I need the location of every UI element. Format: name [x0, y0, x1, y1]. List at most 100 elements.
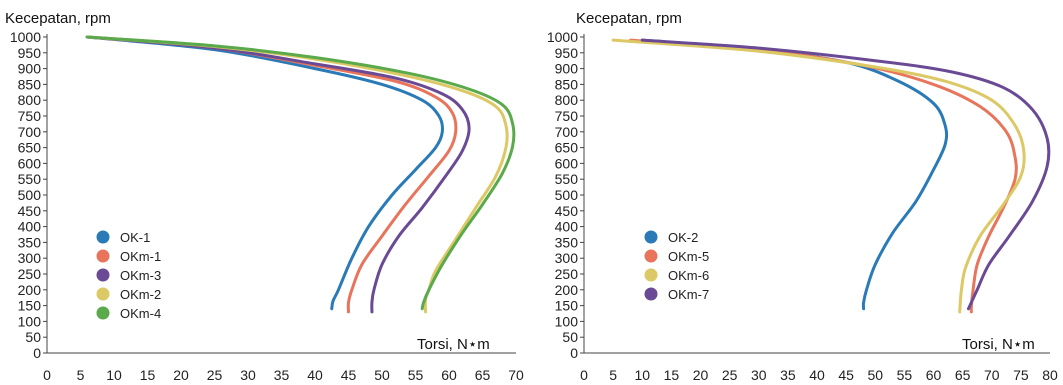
- y-tick-label: 400: [555, 219, 579, 235]
- series-line-okm-4: [85, 35, 516, 311]
- y-tick-label: 750: [555, 108, 579, 124]
- y-tick-label: 800: [555, 92, 579, 108]
- x-tick-label: 35: [274, 367, 290, 383]
- x-tick-label: 20: [693, 367, 709, 383]
- y-tick-label: 1000: [10, 29, 41, 45]
- legend-marker-okm-4: [96, 306, 110, 320]
- x-tick-label: 50: [374, 367, 390, 383]
- x-tick-label: 65: [475, 367, 491, 383]
- y-tick-label: 150: [18, 298, 42, 314]
- y-tick-label: 300: [18, 250, 42, 266]
- x-tick-label: 40: [307, 367, 323, 383]
- y-tick-label: 50: [562, 329, 578, 345]
- x-tick-label: 55: [897, 367, 913, 383]
- y-tick-label: 100: [555, 313, 579, 329]
- x-tick-label: 30: [751, 367, 767, 383]
- x-tick-label: 35: [780, 367, 796, 383]
- y-tick-label: 700: [555, 124, 579, 140]
- y-tick-label: 800: [18, 92, 42, 108]
- y-tick-label: 650: [18, 140, 42, 156]
- legend-marker-okm-1: [96, 249, 110, 263]
- y-tick-label: 900: [18, 61, 42, 77]
- x-tick-label: 75: [1013, 367, 1029, 383]
- y-tick-label: 150: [555, 298, 579, 314]
- y-tick-label: 600: [555, 155, 579, 171]
- series-line-okm-3: [85, 35, 471, 314]
- legend-marker-ok-2: [644, 230, 658, 244]
- legend-label-okm-4: OKm-4: [120, 306, 161, 321]
- legend-label-okm-3: OKm-3: [120, 268, 161, 283]
- legend-label-okm-2: OKm-2: [120, 287, 161, 302]
- y-tick-label: 0: [570, 345, 578, 361]
- y-tick-label: 500: [18, 187, 42, 203]
- y-tick-label: 850: [555, 76, 579, 92]
- y-axis-label: Kecepatan, rpm: [5, 10, 111, 27]
- y-tick-label: 200: [18, 282, 42, 298]
- x-tick-label: 20: [173, 367, 189, 383]
- y-tick-label: 750: [18, 108, 42, 124]
- x-tick-label: 80: [1042, 367, 1058, 383]
- x-tick-label: 60: [441, 367, 457, 383]
- legend-marker-okm-2: [96, 287, 110, 301]
- series-line-ok-1: [85, 35, 444, 311]
- x-tick-label: 0: [43, 367, 51, 383]
- x-tick-label: 65: [955, 367, 971, 383]
- y-tick-label: 300: [555, 250, 579, 266]
- y-tick-label: 400: [18, 219, 42, 235]
- y-tick-label: 250: [18, 266, 42, 282]
- legend-marker-okm-3: [96, 268, 110, 282]
- y-tick-label: 450: [555, 203, 579, 219]
- series-line-okm-7: [640, 38, 1051, 311]
- y-tick-label: 700: [18, 124, 42, 140]
- x-tick-label: 30: [240, 367, 256, 383]
- x-tick-label: 5: [609, 367, 617, 383]
- legend-marker-okm-7: [644, 287, 658, 301]
- x-tick-label: 25: [722, 367, 738, 383]
- y-tick-label: 100: [18, 313, 42, 329]
- x-tick-label: 10: [634, 367, 650, 383]
- y-tick-label: 600: [18, 155, 42, 171]
- x-tick-label: 45: [838, 367, 854, 383]
- x-tick-label: 15: [140, 367, 156, 383]
- y-tick-label: 500: [555, 187, 579, 203]
- legend-label-okm-1: OKm-1: [120, 249, 161, 264]
- x-tick-label: 55: [408, 367, 424, 383]
- legend-label-okm-7: OKm-7: [668, 287, 709, 302]
- chart-2: 0501001502002503003504004505005506006507…: [547, 10, 1058, 383]
- y-tick-label: 950: [18, 45, 42, 61]
- x-tick-label: 40: [809, 367, 825, 383]
- x-axis-label: Torsi, N⋆m: [417, 336, 490, 353]
- y-tick-label: 250: [555, 266, 579, 282]
- y-tick-label: 850: [18, 76, 42, 92]
- y-tick-label: 900: [555, 61, 579, 77]
- y-tick-label: 450: [18, 203, 42, 219]
- y-axis-label: Kecepatan, rpm: [576, 10, 682, 27]
- y-tick-label: 200: [555, 282, 579, 298]
- y-tick-label: 0: [33, 345, 41, 361]
- x-tick-label: 25: [207, 367, 223, 383]
- y-tick-label: 550: [18, 171, 42, 187]
- x-tick-label: 5: [77, 367, 85, 383]
- legend-marker-okm-5: [644, 249, 658, 263]
- legend-marker-ok-1: [96, 230, 110, 244]
- x-tick-label: 70: [984, 367, 1000, 383]
- legend-marker-okm-6: [644, 268, 658, 282]
- x-tick-label: 60: [926, 367, 942, 383]
- legend-label-okm-6: OKm-6: [668, 268, 709, 283]
- x-tick-label: 50: [867, 367, 883, 383]
- y-tick-label: 1000: [547, 29, 578, 45]
- x-tick-label: 0: [580, 367, 588, 383]
- x-axis-label: Torsi, N⋆m: [962, 336, 1035, 353]
- chart-1: 0501001502002503003504004505005506006507…: [5, 10, 524, 383]
- series-line-okm-6: [611, 38, 1026, 314]
- y-tick-label: 950: [555, 45, 579, 61]
- legend-label-okm-5: OKm-5: [668, 249, 709, 264]
- y-tick-label: 550: [555, 171, 579, 187]
- legend-label-ok-2: OK-2: [668, 230, 698, 245]
- x-tick-label: 45: [341, 367, 357, 383]
- y-tick-label: 350: [18, 234, 42, 250]
- y-tick-label: 50: [25, 329, 41, 345]
- x-tick-label: 10: [106, 367, 122, 383]
